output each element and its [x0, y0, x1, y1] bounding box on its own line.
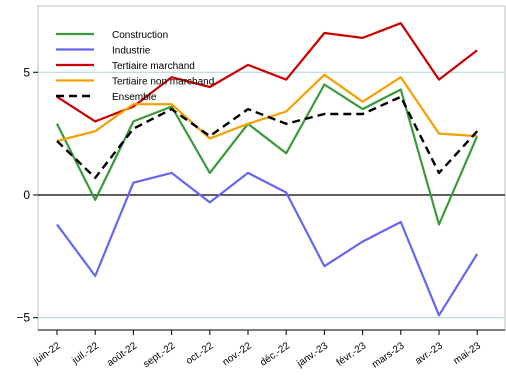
x-tick-label: mars-23 [370, 340, 407, 370]
x-tick-label: avr.-23 [413, 340, 445, 367]
legend-label: Construction [112, 30, 168, 41]
series-line-industrie [57, 173, 477, 315]
x-tick-label: août-22 [105, 340, 139, 369]
grid-layer [38, 6, 505, 330]
legend-label: Tertiaire marchand [112, 61, 195, 72]
x-tick-label: déc.-22 [258, 340, 292, 368]
legend-label: Ensemble [112, 92, 157, 103]
series-line-construction [57, 85, 477, 225]
x-tick-label: juin-22 [31, 340, 63, 367]
y-tick-label: 0 [23, 188, 30, 202]
x-tick-label: nov.-22 [221, 340, 254, 368]
x-tick-label: sept.-22 [141, 340, 177, 370]
x-tick-label: janv.-23 [294, 340, 330, 370]
legend: Construction Industrie Tertiaire marchand T… [56, 30, 214, 103]
x-tick-label: oct.-22 [184, 340, 216, 367]
y-tick-label: −5 [16, 311, 30, 325]
legend-label: Industrie [112, 46, 151, 57]
x-tick-label: févr.-23 [335, 340, 369, 368]
x-tick-label: mai-23 [452, 340, 484, 367]
legend-label: Tertiaire non marchand [112, 77, 214, 88]
plot-frame [38, 6, 505, 330]
y-tick-label: 5 [23, 65, 30, 79]
x-tick-label: juil.-22 [70, 340, 102, 367]
